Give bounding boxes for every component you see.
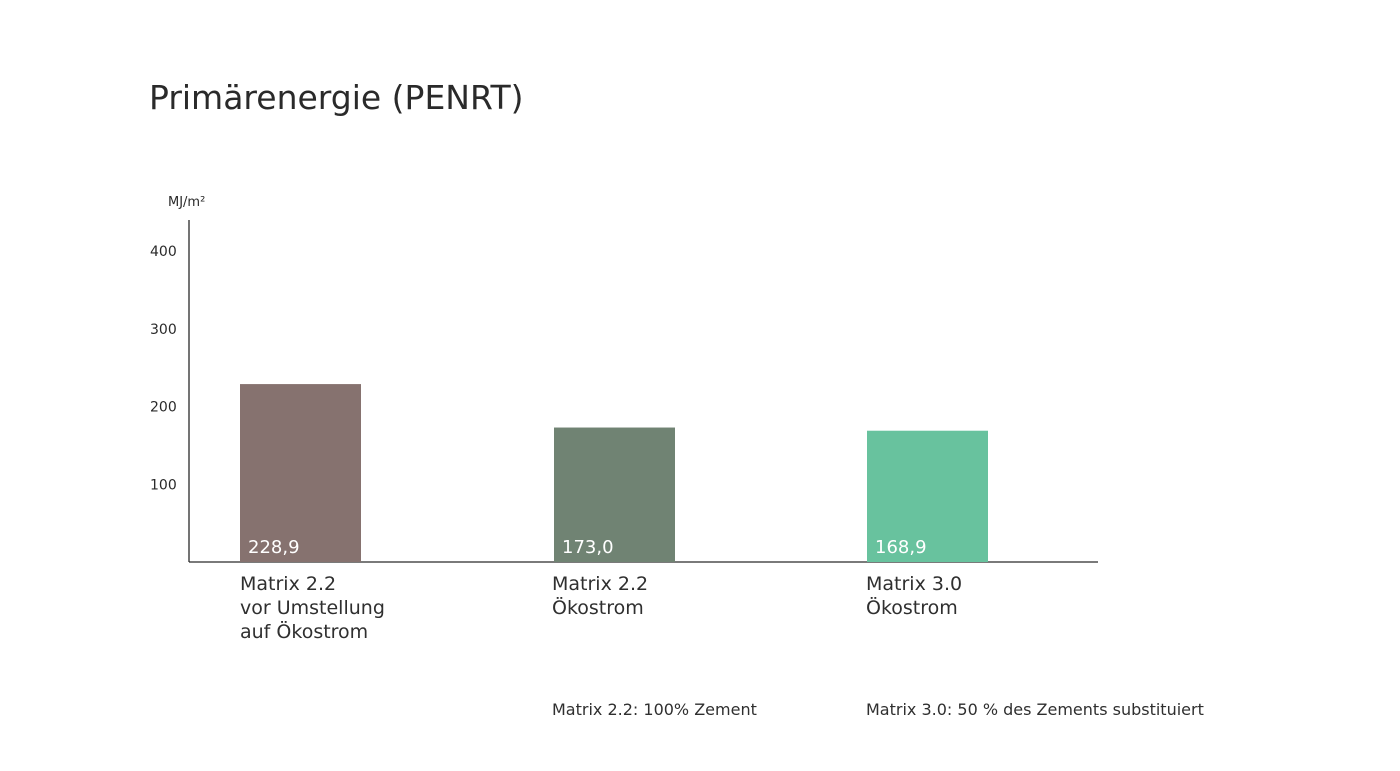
bar-value-label-3: 168,9	[875, 537, 927, 558]
bar-3	[867, 430, 988, 562]
bar-value-label-1: 228,9	[248, 537, 300, 558]
y-tick-label-400: 400	[150, 244, 177, 260]
category-label-matrix-2-2-vor-umstellung: Matrix 2.2 vor Umstellung auf Ökostrom	[240, 573, 385, 643]
y-tick-label-300: 300	[150, 322, 177, 338]
bar-value-label-2: 173,0	[562, 537, 614, 558]
bar-2	[554, 427, 675, 562]
footnote-matrix-2-2: Matrix 2.2: 100% Zement	[552, 700, 757, 719]
chart-title: Primärenergie (PENRT)	[149, 78, 524, 117]
category-label-matrix-3-0-okostrom: Matrix 3.0 Ökostrom	[866, 573, 963, 619]
y-tick-label-100: 100	[150, 477, 177, 493]
category-label-matrix-2-2-okostrom: Matrix 2.2 Ökostrom	[552, 573, 649, 619]
bar-1	[240, 384, 361, 562]
y-tick-label-200: 200	[150, 400, 177, 416]
footnote-matrix-3-0: Matrix 3.0: 50 % des Zements substituier…	[866, 700, 1204, 719]
y-axis-unit-label: MJ/m²	[168, 195, 206, 210]
